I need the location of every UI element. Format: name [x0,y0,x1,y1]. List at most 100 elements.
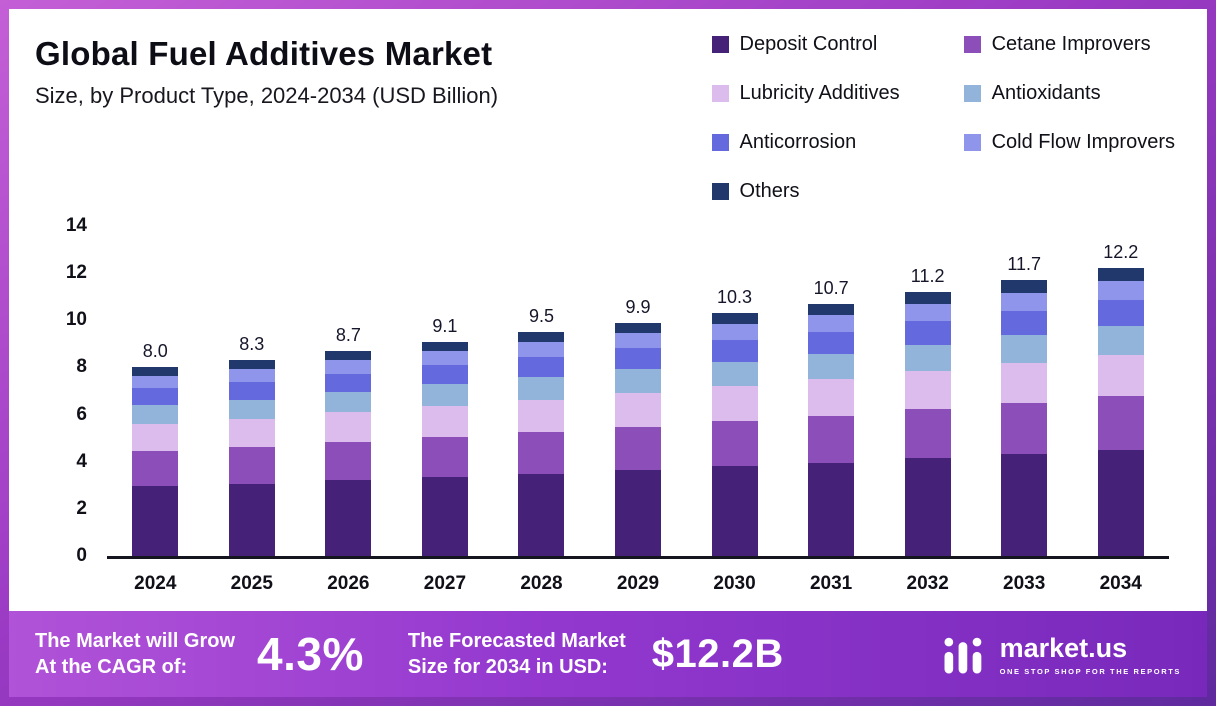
bar-group: 10.3 [686,287,783,556]
bar-segment-lubricity-additives [325,412,372,443]
bar-group: 8.0 [107,341,204,556]
y-axis-label: 8 [76,356,87,378]
forecast-label-line1: The Forecasted Market [407,630,626,652]
bar-segment-lubricity-additives [904,371,951,410]
bar-segment-deposit-control [1097,449,1144,556]
bar-segment-lubricity-additives [421,405,468,437]
bar-total-label: 11.2 [910,266,945,287]
bar-group: 9.5 [493,306,590,556]
bar-total-label: 11.7 [1007,254,1042,275]
bar-segment-cold-flow-improvers [904,303,951,322]
x-axis-label: 2024 [134,573,177,594]
x-axis-label: 2025 [230,573,273,594]
bar-segment-antioxidants [808,354,855,380]
bar-segment-others [325,351,372,361]
header: Global Fuel Additives Market Size, by Pr… [9,9,1207,203]
x-axis-label: 2026 [327,573,370,594]
y-axis-label: 0 [76,545,87,566]
stacked-bar [325,351,372,556]
bar-segment-antioxidants [421,384,468,406]
bar-segment-anticorrosion [518,356,565,378]
bar-segment-cold-flow-improvers [615,333,661,349]
bar-segment-antioxidants [904,344,951,372]
bar-segment-deposit-control [325,480,372,556]
bar-segment-cetane-improvers [904,409,951,459]
infographic: Global Fuel Additives Market Size, by Pr… [9,9,1207,697]
bar-segment-anticorrosion [228,381,275,400]
bar-segment-antioxidants [132,405,179,425]
y-axis-label: 2 [76,497,87,519]
bar-total-label: 9.1 [432,315,458,336]
forecast-label: The Forecasted Market Size for 2034 in U… [408,628,626,680]
title-block: Global Fuel Additives Market Size, by Pr… [35,25,498,203]
brand: market.us ONE STOP SHOP FOR THE REPORTS [938,628,1181,680]
legend: Deposit Control Cetane Improvers Lubricity… [711,25,1181,203]
x-axis-label: 2028 [520,573,563,594]
chart: 8.0 8.3 8.7 9.1 9.5 9.9 10.3 10.7 11.2 11.7 12.2 0 2… [66,215,1169,595]
legend-label: Cold Flow Improvers [991,131,1175,153]
bar-segment-cetane-improvers [325,442,372,481]
bar-segment-lubricity-additives [518,399,565,433]
bar-segment-deposit-control [615,469,661,556]
bar-total-label: 8.7 [335,325,361,345]
bar-segment-deposit-control [421,476,468,556]
bar-total-label: 10.7 [813,277,849,298]
stacked-bar [904,292,951,556]
legend-swatch-others [711,183,729,200]
bar-segment-anticorrosion [1097,300,1144,326]
bar-segment-antioxidants [228,399,275,420]
bar-group: 11.7 [976,254,1073,556]
legend-item-deposit-control: Deposit Control [711,33,900,56]
x-axis-label: 2029 [616,573,660,594]
stacked-bar [808,303,855,556]
x-axis-label: 2033 [1003,573,1046,594]
bar-group: 12.2 [1072,242,1169,556]
stacked-bar [615,322,661,556]
plot-area: 8.0 8.3 8.7 9.1 9.5 9.9 10.3 10.7 11.2 11.7 12.2 0 2… [66,215,1169,566]
bar-segment-cold-flow-improvers [421,351,468,366]
legend-label: Others [739,180,800,202]
bar-total-label: 8.0 [142,341,168,362]
legend-swatch-anticorrosion [711,134,729,151]
bar-segment-antioxidants [711,361,758,387]
bar-segment-others [1097,268,1144,282]
legend-swatch-cold-flow-improvers [963,134,981,151]
bar-total-label: 9.9 [625,296,651,317]
bar-segment-lubricity-additives [808,379,855,417]
bar-segment-cetane-improvers [711,421,758,467]
bar-segment-others [711,313,758,325]
bar-group: 11.2 [879,266,976,556]
bar-segment-others [615,322,661,334]
stacked-bar [711,313,758,556]
bar-total-label: 10.3 [717,287,753,308]
bar-segment-others [228,360,275,370]
forecast-value: $12.2B [651,631,784,676]
bar-segment-cetane-improvers [1001,403,1048,454]
bar-group: 8.7 [300,325,397,556]
bar-segment-lubricity-additives [711,386,758,422]
cagr-label-line2: At the CAGR of: [35,656,188,678]
stacked-bar [228,360,275,556]
brand-tagline: ONE STOP SHOP FOR THE REPORTS [999,666,1181,676]
bar-segment-anticorrosion [711,339,758,362]
bar-segment-deposit-control [808,462,855,556]
bar-segment-others [132,367,179,376]
cagr-label-line1: The Market will Grow [35,630,236,652]
x-axis-label: 2034 [1099,573,1142,594]
legend-item-others: Others [711,180,900,203]
bar-segment-lubricity-additives [132,424,179,452]
stacked-bar [518,332,565,556]
bar-segment-deposit-control [904,458,951,556]
bar-segment-others [1001,280,1048,293]
bar-segment-cold-flow-improvers [711,324,758,340]
brand-name: market.us [999,632,1128,663]
bar-total-label: 9.5 [528,306,554,327]
legend-item-cold-flow-improvers: Cold Flow Improvers [963,131,1175,154]
legend-swatch-cetane-improvers [963,36,981,53]
bar-total-label: 8.3 [239,334,265,355]
bar-segment-cetane-improvers [615,426,661,470]
bar-group: 9.1 [397,316,494,556]
bar-segment-cold-flow-improvers [808,315,855,332]
bar-segment-cold-flow-improvers [1097,281,1144,301]
bar-segment-cetane-improvers [1097,396,1144,450]
